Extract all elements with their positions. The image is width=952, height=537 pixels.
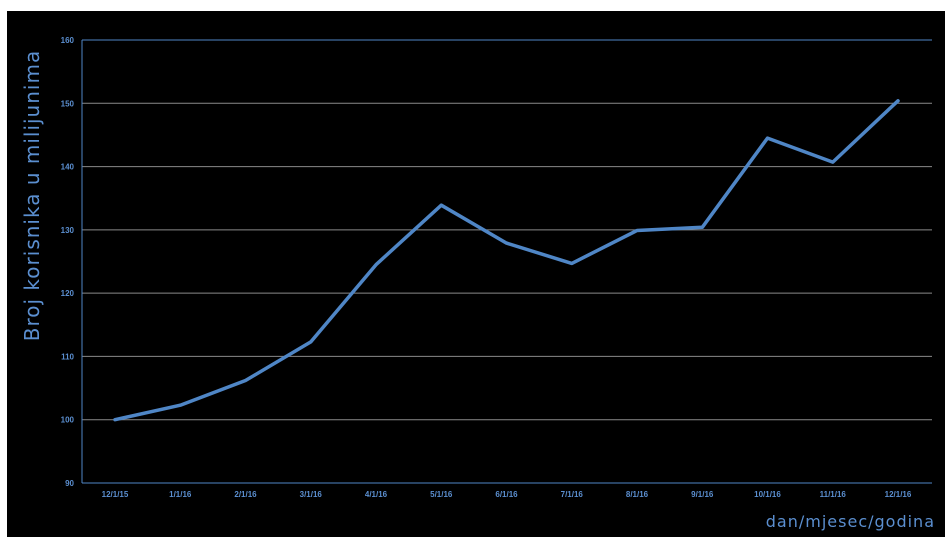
x-tick-label: 4/1/16 xyxy=(365,490,388,499)
y-tick-label: 150 xyxy=(61,99,75,108)
line-chart: 90 100 110 120 130 140 150 160 12/1/15 1/1/16 2/1… xyxy=(20,36,935,531)
x-axis-label: dan/mjesec/godina xyxy=(766,512,935,531)
chart-frame: 90 100 110 120 130 140 150 160 12/1/15 1/1/16 2/1… xyxy=(7,11,945,537)
y-axis-label: Broj korisnika u milijunima xyxy=(20,50,44,341)
x-tick-label: 7/1/16 xyxy=(561,490,584,499)
x-tick-label: 2/1/16 xyxy=(234,490,257,499)
x-tick-label: 5/1/16 xyxy=(430,490,453,499)
x-tick-label: 10/1/16 xyxy=(754,490,781,499)
x-tick-label: 9/1/16 xyxy=(691,490,714,499)
grid-lines xyxy=(82,39,932,421)
x-tick-label: 11/1/16 xyxy=(820,490,847,499)
y-tick-label: 160 xyxy=(61,36,75,45)
x-tick-label: 12/1/15 xyxy=(102,490,129,499)
x-tick-label: 1/1/16 xyxy=(169,490,192,499)
x-tick-labels: 12/1/15 1/1/16 2/1/16 3/1/16 4/1/16 5/1/16 6/1… xyxy=(102,490,912,499)
x-tick-label: 3/1/16 xyxy=(300,490,323,499)
x-tick-label: 6/1/16 xyxy=(495,490,518,499)
y-tick-label: 140 xyxy=(61,163,75,172)
axes xyxy=(81,40,932,484)
y-tick-label: 120 xyxy=(61,289,75,298)
x-tick-label: 8/1/16 xyxy=(626,490,649,499)
y-tick-label: 100 xyxy=(61,416,75,425)
series-lines xyxy=(113,99,900,422)
y-tick-labels: 90 100 110 120 130 140 150 160 xyxy=(61,36,75,488)
series-line xyxy=(113,99,900,422)
y-tick-label: 110 xyxy=(61,352,74,361)
y-tick-label: 130 xyxy=(61,226,75,235)
y-tick-label: 90 xyxy=(65,479,74,488)
x-tick-label: 12/1/16 xyxy=(885,490,912,499)
